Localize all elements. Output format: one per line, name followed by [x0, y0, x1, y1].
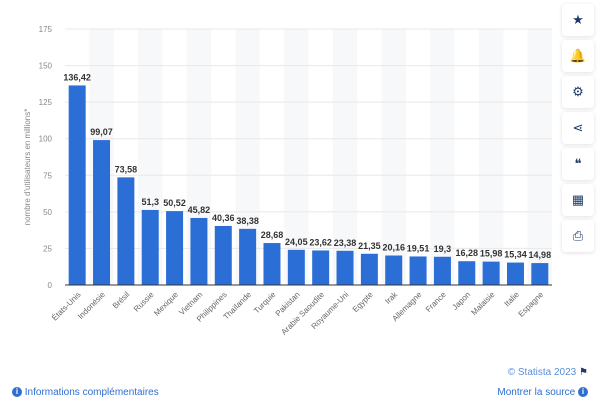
y-tick-label: 75: [43, 171, 52, 180]
y-tick-label: 0: [48, 281, 53, 290]
data-label: 20,16: [382, 243, 405, 253]
flag-icon: ⚑: [579, 367, 588, 378]
data-label: 136,42: [63, 72, 91, 82]
y-tick-label: 50: [43, 208, 52, 217]
data-label: 14,98: [529, 250, 552, 260]
data-label: 23,38: [334, 238, 357, 248]
bar: [409, 256, 427, 285]
share-icon: ⋖: [572, 120, 584, 135]
more-info-label: Informations complémentaires: [24, 387, 159, 398]
bar: [458, 261, 476, 285]
x-tick-label: Irak: [383, 289, 400, 306]
bar: [141, 209, 159, 285]
column-band: [332, 29, 358, 285]
print-button[interactable]: ⎙: [562, 220, 594, 252]
bar: [287, 249, 305, 285]
bar: [312, 250, 330, 285]
column-band: [430, 29, 455, 285]
y-tick-label: 150: [39, 62, 53, 71]
bar: [263, 243, 281, 285]
data-label: 16,28: [456, 248, 479, 258]
bar: [506, 262, 524, 285]
data-label: 40,36: [212, 213, 235, 223]
data-label: 99,07: [90, 127, 113, 137]
info-icon: i: [578, 387, 588, 398]
more-info-link[interactable]: i Informations complémentaires: [12, 387, 159, 398]
bar: [239, 228, 257, 285]
x-tick-label: Japon: [450, 290, 472, 312]
x-tick-label: Italie: [503, 290, 522, 309]
flag-icon: ▦: [571, 192, 585, 207]
bar: [336, 250, 354, 285]
column-band: [381, 29, 406, 285]
column-band: [478, 29, 504, 285]
data-label: 51,3: [141, 197, 159, 207]
flag-button[interactable]: ▦: [562, 184, 594, 216]
y-axis-label: nombre d'utilisateurs en millions*: [23, 109, 32, 226]
share-button[interactable]: ⋖: [562, 112, 594, 144]
star-button[interactable]: ★: [562, 4, 594, 36]
data-label: 50,52: [163, 198, 186, 208]
y-tick-label: 25: [43, 244, 52, 253]
data-label: 19,51: [407, 243, 430, 253]
data-label: 24,05: [285, 237, 308, 247]
data-label: 45,82: [188, 205, 211, 215]
y-tick-label: 125: [39, 98, 53, 107]
column-band: [284, 29, 309, 285]
gear-icon: ⚙: [572, 84, 584, 99]
copyright: © Statista 2023 ⚑: [508, 367, 588, 378]
data-label: 23,62: [309, 237, 332, 247]
data-label: 28,68: [261, 230, 284, 240]
gear-button[interactable]: ⚙: [562, 76, 594, 108]
x-tick-label: France: [424, 290, 448, 314]
x-tick-label: Espagne: [517, 290, 546, 319]
bar: [482, 261, 500, 285]
bar: [68, 85, 86, 285]
quote-icon: ❝: [574, 156, 582, 171]
x-tick-label: Arabie Saoudite: [279, 290, 326, 337]
data-label: 21,35: [358, 241, 381, 251]
y-tick-label: 175: [39, 25, 53, 34]
bar: [433, 256, 451, 285]
info-icon: i: [12, 387, 22, 398]
quote-button[interactable]: ❝: [562, 148, 594, 180]
bar: [190, 217, 208, 285]
bell-icon: 🔔: [569, 48, 587, 63]
copyright-text: © Statista 2023: [507, 367, 577, 378]
show-source-link[interactable]: Montrer la source i: [497, 387, 588, 398]
data-label: 19,3: [434, 244, 452, 254]
bar: [117, 177, 135, 285]
source-label: Montrer la source: [497, 387, 576, 398]
data-label: 38,38: [236, 216, 259, 226]
bar: [385, 255, 403, 285]
y-tick-label: 100: [39, 135, 53, 144]
column-band: [527, 29, 552, 285]
data-label: 73,58: [115, 164, 138, 174]
x-tick-label: Mexique: [152, 290, 180, 318]
bar: [531, 263, 549, 285]
data-label: 15,34: [504, 250, 527, 260]
star-icon: ★: [572, 12, 584, 27]
data-label: 15,98: [480, 249, 503, 259]
bar: [166, 211, 184, 285]
x-tick-label: Indonésie: [76, 290, 107, 321]
bar: [214, 225, 232, 285]
bell-button[interactable]: 🔔: [562, 40, 594, 72]
x-tick-label: Brésil: [111, 290, 132, 311]
bar-chart: 0 25 50 75 100 125 150 175 nombre d'utilisateurs…: [23, 25, 552, 337]
x-tick-label: Malaisie: [469, 290, 497, 318]
bar: [360, 253, 378, 285]
x-tick-label: Egypte: [351, 290, 375, 314]
bar: [93, 140, 111, 285]
print-icon: ⎙: [572, 228, 584, 243]
